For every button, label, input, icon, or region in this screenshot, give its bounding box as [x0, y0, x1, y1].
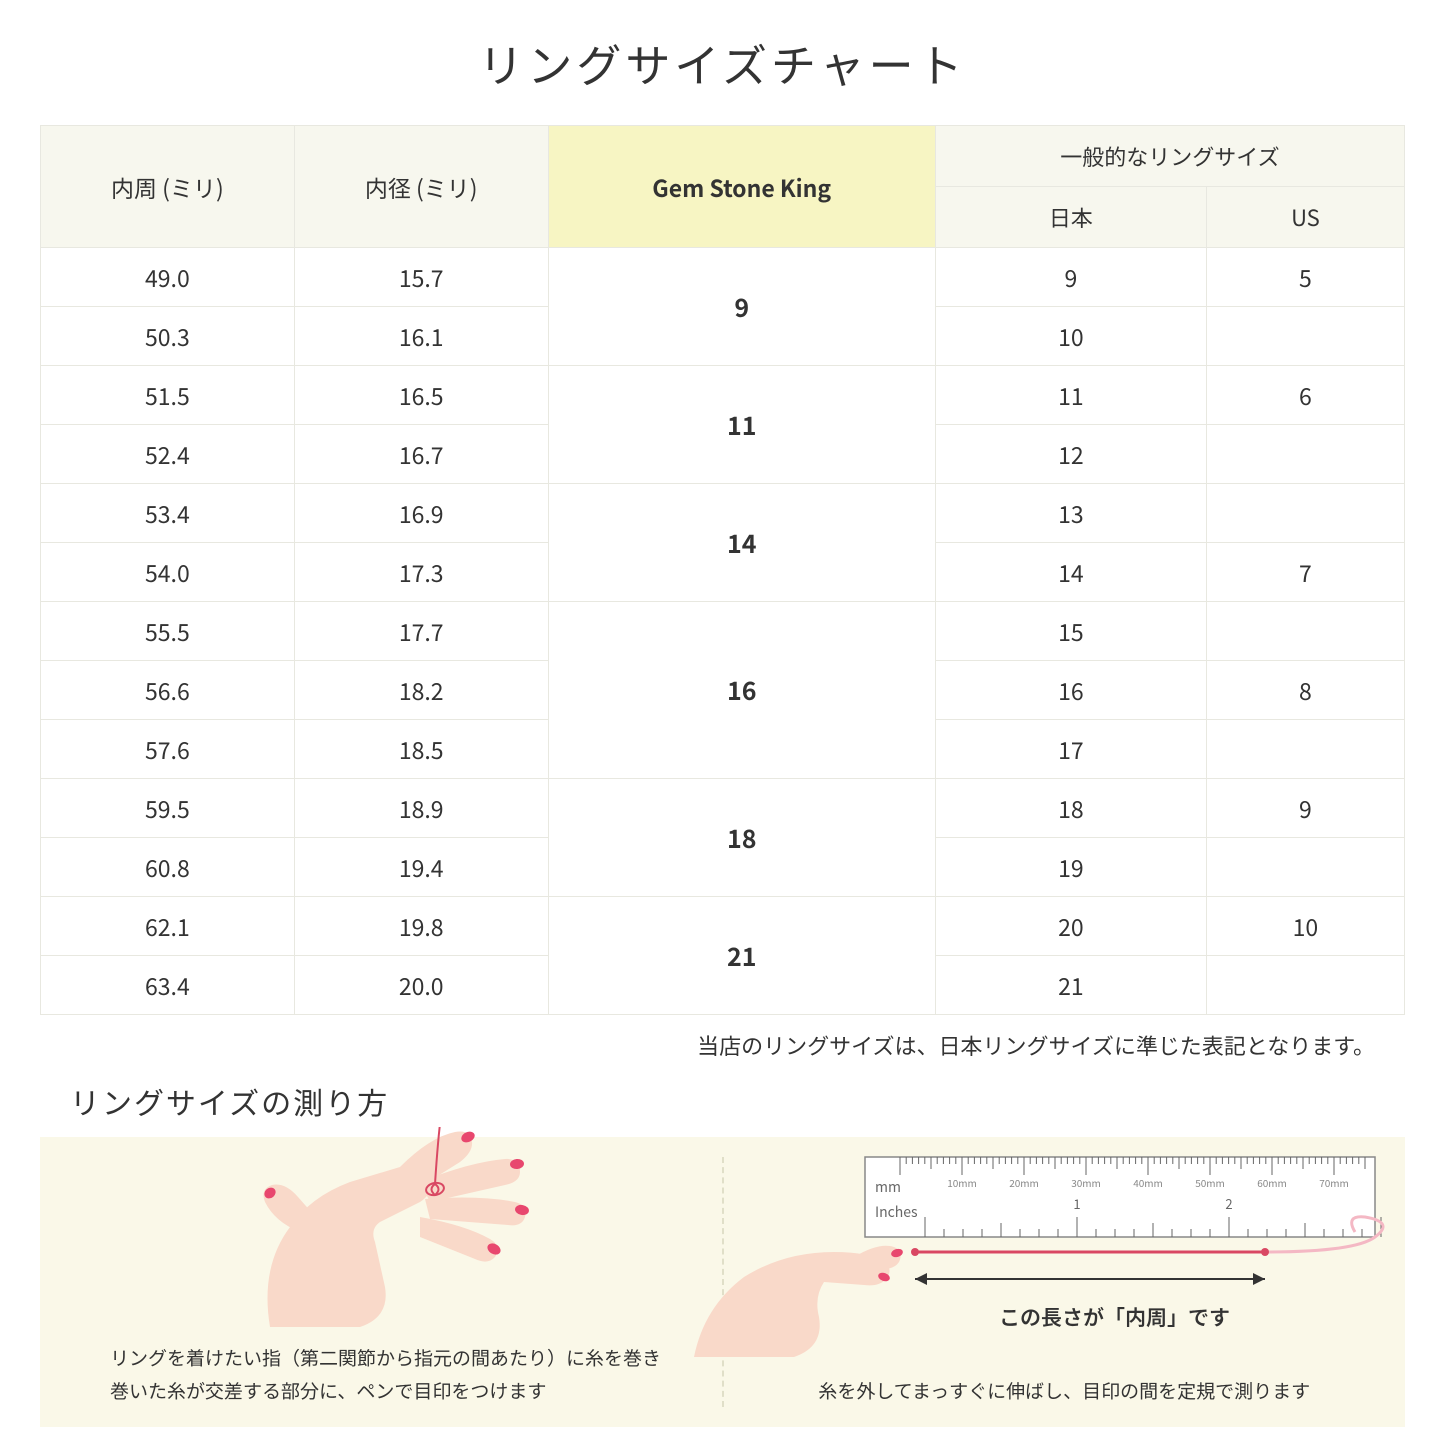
howto-panel: リングを着けたい指（第二関節から指元の間あたり）に糸を巻き巻いた糸が交差する部分… — [40, 1137, 1405, 1427]
cell-diameter: 19.4 — [294, 838, 548, 897]
cell-japan: 20 — [935, 897, 1206, 956]
cell-japan: 14 — [935, 543, 1206, 602]
howto-step-1: リングを着けたい指（第二関節から指元の間あたり）に糸を巻き巻いた糸が交差する部分… — [40, 1137, 722, 1427]
howto-title: リングサイズの測り方 — [70, 1079, 1405, 1123]
svg-text:2: 2 — [1225, 1194, 1232, 1213]
svg-text:40mm: 40mm — [1133, 1175, 1163, 1190]
table-row: 55.517.71615 — [41, 602, 1405, 661]
cell-us — [1206, 484, 1404, 543]
cell-diameter: 18.2 — [294, 661, 548, 720]
header-gemstoneking: Gem Stone King — [548, 126, 935, 248]
cell-circumference: 50.3 — [41, 307, 295, 366]
cell-japan: 13 — [935, 484, 1206, 543]
cell-diameter: 19.8 — [294, 897, 548, 956]
cell-circumference: 52.4 — [41, 425, 295, 484]
cell-gsk: 21 — [548, 897, 935, 1015]
cell-us: 9 — [1206, 779, 1404, 838]
cell-us — [1206, 838, 1404, 897]
header-general-sizes: 一般的なリングサイズ — [935, 126, 1404, 187]
cell-diameter: 18.9 — [294, 779, 548, 838]
cell-japan: 17 — [935, 720, 1206, 779]
cell-us — [1206, 720, 1404, 779]
cell-japan: 15 — [935, 602, 1206, 661]
hand-wrap-illustration — [220, 1127, 560, 1327]
cell-circumference: 60.8 — [41, 838, 295, 897]
table-row: 49.015.7995 — [41, 248, 1405, 307]
svg-text:50mm: 50mm — [1195, 1175, 1225, 1190]
cell-diameter: 17.3 — [294, 543, 548, 602]
cell-diameter: 16.9 — [294, 484, 548, 543]
header-circumference: 内周 (ミリ) — [41, 126, 295, 248]
ruler-illustration: mm Inches 10mm20mm30mm40mm50mm60mm70mm 1… — [855, 1147, 1385, 1267]
cell-us: 6 — [1206, 366, 1404, 425]
svg-text:70mm: 70mm — [1319, 1175, 1349, 1190]
cell-circumference: 54.0 — [41, 543, 295, 602]
cell-japan: 18 — [935, 779, 1206, 838]
cell-diameter: 16.1 — [294, 307, 548, 366]
cell-gsk: 16 — [548, 602, 935, 779]
cell-japan: 19 — [935, 838, 1206, 897]
table-row: 62.119.8212010 — [41, 897, 1405, 956]
cell-japan: 11 — [935, 366, 1206, 425]
cell-circumference: 59.5 — [41, 779, 295, 838]
cell-us: 5 — [1206, 248, 1404, 307]
cell-japan: 10 — [935, 307, 1206, 366]
table-row: 51.516.511116 — [41, 366, 1405, 425]
cell-japan: 16 — [935, 661, 1206, 720]
cell-us — [1206, 602, 1404, 661]
table-row: 59.518.918189 — [41, 779, 1405, 838]
cell-gsk: 18 — [548, 779, 935, 897]
cell-circumference: 62.1 — [41, 897, 295, 956]
header-japan: 日本 — [935, 187, 1206, 248]
svg-text:20mm: 20mm — [1009, 1175, 1039, 1190]
size-chart-table: 内周 (ミリ) 内径 (ミリ) Gem Stone King 一般的なリングサイ… — [40, 125, 1405, 1015]
cell-circumference: 57.6 — [41, 720, 295, 779]
howto-step-2: mm Inches 10mm20mm30mm40mm50mm60mm70mm 1… — [724, 1137, 1406, 1427]
cell-diameter: 15.7 — [294, 248, 548, 307]
cell-circumference: 51.5 — [41, 366, 295, 425]
svg-text:30mm: 30mm — [1071, 1175, 1101, 1190]
cell-gsk: 9 — [548, 248, 935, 366]
cell-diameter: 16.7 — [294, 425, 548, 484]
cell-us — [1206, 956, 1404, 1015]
header-us: US — [1206, 187, 1404, 248]
cell-us: 7 — [1206, 543, 1404, 602]
cell-gsk: 14 — [548, 484, 935, 602]
cell-japan: 21 — [935, 956, 1206, 1015]
svg-text:1: 1 — [1073, 1194, 1080, 1213]
cell-diameter: 16.5 — [294, 366, 548, 425]
cell-circumference: 55.5 — [41, 602, 295, 661]
measurement-arrow — [855, 1267, 1385, 1307]
cell-diameter: 20.0 — [294, 956, 548, 1015]
cell-circumference: 53.4 — [41, 484, 295, 543]
ruler-mm-label: mm — [875, 1177, 901, 1197]
table-row: 53.416.91413 — [41, 484, 1405, 543]
cell-gsk: 11 — [548, 366, 935, 484]
cell-circumference: 63.4 — [41, 956, 295, 1015]
cell-circumference: 56.6 — [41, 661, 295, 720]
hand-hold-illustration — [694, 1207, 914, 1357]
svg-text:60mm: 60mm — [1257, 1175, 1287, 1190]
page-title: リングサイズチャート — [40, 30, 1405, 95]
cell-japan: 9 — [935, 248, 1206, 307]
caption-step-1: リングを着けたい指（第二関節から指元の間あたり）に糸を巻き巻いた糸が交差する部分… — [110, 1342, 682, 1407]
cell-diameter: 17.7 — [294, 602, 548, 661]
cell-diameter: 18.5 — [294, 720, 548, 779]
header-diameter: 内径 (ミリ) — [294, 126, 548, 248]
svg-text:10mm: 10mm — [947, 1175, 977, 1190]
cell-us — [1206, 307, 1404, 366]
cell-circumference: 49.0 — [41, 248, 295, 307]
cell-us: 10 — [1206, 897, 1404, 956]
ruler-caption: この長さが「内周」です — [999, 1302, 1230, 1332]
cell-us — [1206, 425, 1404, 484]
cell-us: 8 — [1206, 661, 1404, 720]
cell-japan: 12 — [935, 425, 1206, 484]
caption-step-2: 糸を外してまっすぐに伸ばし、目印の間を定規で測ります — [724, 1375, 1406, 1407]
table-note: 当店のリングサイズは、日本リングサイズに準じた表記となります。 — [40, 1029, 1405, 1061]
